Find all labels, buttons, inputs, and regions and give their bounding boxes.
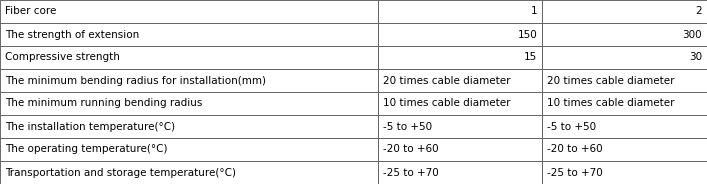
Bar xyxy=(378,46,542,69)
Bar xyxy=(0,46,378,69)
Bar xyxy=(0,161,378,184)
Text: 20 times cable diameter: 20 times cable diameter xyxy=(383,75,510,86)
Bar xyxy=(0,92,378,115)
Bar xyxy=(0,0,378,23)
Text: Compressive strength: Compressive strength xyxy=(5,52,119,63)
Bar xyxy=(542,138,707,161)
Text: The minimum bending radius for installation(mm): The minimum bending radius for installat… xyxy=(5,75,266,86)
Bar xyxy=(0,69,378,92)
Bar xyxy=(378,161,542,184)
Text: -5 to +50: -5 to +50 xyxy=(547,121,596,132)
Text: The strength of extension: The strength of extension xyxy=(5,29,139,40)
Bar xyxy=(378,92,542,115)
Text: 1: 1 xyxy=(531,6,537,17)
Text: Transportation and storage temperature(°C): Transportation and storage temperature(°… xyxy=(5,167,236,178)
Text: The operating temperature(°C): The operating temperature(°C) xyxy=(5,144,168,155)
Bar xyxy=(542,46,707,69)
Bar xyxy=(542,92,707,115)
Text: Fiber core: Fiber core xyxy=(5,6,57,17)
Text: The minimum running bending radius: The minimum running bending radius xyxy=(5,98,202,109)
Bar xyxy=(378,115,542,138)
Bar xyxy=(0,138,378,161)
Text: 15: 15 xyxy=(524,52,537,63)
Text: -5 to +50: -5 to +50 xyxy=(383,121,432,132)
Text: The installation temperature(°C): The installation temperature(°C) xyxy=(5,121,175,132)
Bar xyxy=(542,69,707,92)
Text: -20 to +60: -20 to +60 xyxy=(383,144,439,155)
Text: -25 to +70: -25 to +70 xyxy=(383,167,439,178)
Text: -25 to +70: -25 to +70 xyxy=(547,167,603,178)
Bar xyxy=(0,23,378,46)
Bar xyxy=(378,69,542,92)
Bar xyxy=(378,138,542,161)
Text: -20 to +60: -20 to +60 xyxy=(547,144,603,155)
Text: 150: 150 xyxy=(518,29,537,40)
Bar xyxy=(378,0,542,23)
Bar xyxy=(378,23,542,46)
Text: 300: 300 xyxy=(682,29,702,40)
Text: 30: 30 xyxy=(689,52,702,63)
Bar xyxy=(542,115,707,138)
Bar xyxy=(542,23,707,46)
Text: 2: 2 xyxy=(696,6,702,17)
Bar xyxy=(0,115,378,138)
Text: 10 times cable diameter: 10 times cable diameter xyxy=(547,98,674,109)
Bar xyxy=(542,0,707,23)
Text: 10 times cable diameter: 10 times cable diameter xyxy=(383,98,510,109)
Bar xyxy=(542,161,707,184)
Text: 20 times cable diameter: 20 times cable diameter xyxy=(547,75,674,86)
